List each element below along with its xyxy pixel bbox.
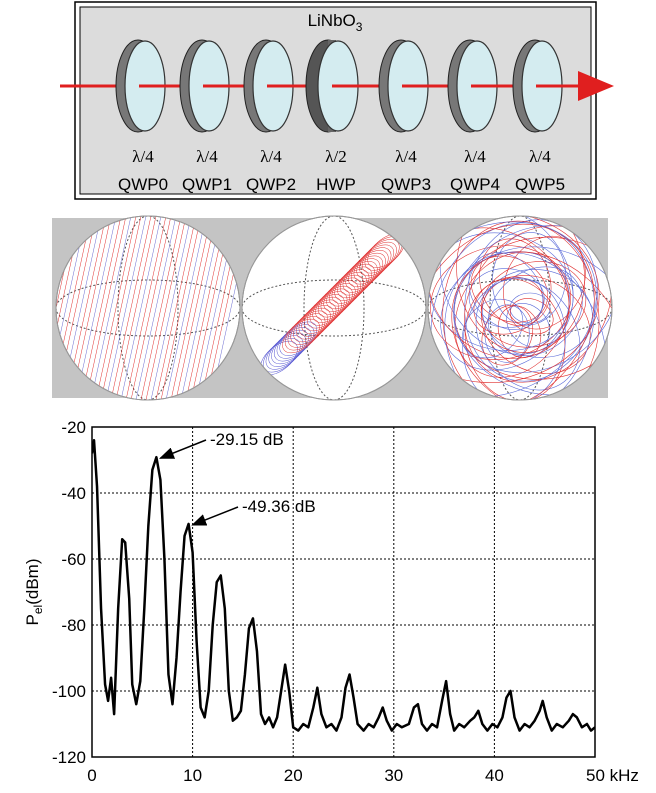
trace <box>487 266 583 357</box>
trace <box>100 216 142 400</box>
plot-frame <box>91 426 596 758</box>
trace <box>150 216 192 400</box>
trace <box>85 216 127 400</box>
y-axis-label: Pel(dBm) <box>23 559 45 626</box>
trace <box>160 216 202 400</box>
trace <box>453 246 612 396</box>
sphere-edge <box>55 215 241 401</box>
trace <box>480 275 591 374</box>
trace <box>80 216 122 400</box>
trace <box>475 278 581 391</box>
plate-name: QWP5 <box>515 175 565 194</box>
plate-fraction: λ/4 <box>395 147 417 166</box>
plate-fraction: λ/4 <box>196 147 218 166</box>
x-tick-label: 0 <box>87 766 96 785</box>
plate-name: HWP <box>316 175 356 194</box>
trace <box>430 222 595 400</box>
annotation-arrow <box>191 506 239 526</box>
plate-fraction: λ/4 <box>529 147 551 166</box>
sphere-edge <box>427 215 613 401</box>
trace <box>140 216 182 400</box>
y-tick-label: -80 <box>61 616 86 635</box>
trace <box>95 216 137 400</box>
label-sub: 3 <box>356 20 363 34</box>
annotation-label: -29.15 dB <box>210 430 284 449</box>
y-tick-label: -100 <box>52 682 86 701</box>
x-tick-label: 30 <box>384 766 403 785</box>
trace <box>105 216 147 400</box>
x-tick-label: 10 <box>183 766 202 785</box>
plate-fraction: λ/2 <box>325 147 346 166</box>
trace <box>428 216 600 383</box>
trace <box>155 216 197 400</box>
trace <box>130 216 172 400</box>
label-main: LiNbO <box>308 11 356 30</box>
trace <box>492 232 567 326</box>
sphere-grid <box>242 279 426 337</box>
trace <box>470 255 548 323</box>
crystal-label: LiNbO3 <box>308 11 363 34</box>
plate-fraction: λ/4 <box>132 147 154 166</box>
trace <box>165 216 207 400</box>
plates: λ/4 QWP0 λ/4 QWP1 λ/4 QWP2 λ/2 HWP λ/4 QWP3 λ/4 QWP… <box>60 39 614 194</box>
trace <box>509 292 551 324</box>
trace <box>56 216 57 400</box>
trace <box>125 216 167 400</box>
chart: -120 -100 -80 -60 -40 -20 0 10 20 30 40 50 kHz -29.1… <box>52 418 639 785</box>
plate-name: QWP1 <box>182 175 232 194</box>
trace <box>110 216 152 400</box>
plate-fraction: λ/4 <box>464 147 486 166</box>
trace <box>175 216 217 400</box>
trace <box>464 278 566 400</box>
y-label-main: P <box>23 614 42 625</box>
plate-name: QWP4 <box>450 175 500 194</box>
y-tick-label: -60 <box>61 550 86 569</box>
trace <box>456 216 585 353</box>
trace <box>180 216 222 400</box>
trace <box>170 216 212 400</box>
plate-name: QWP0 <box>118 175 168 194</box>
trace <box>442 220 600 400</box>
sphere <box>427 215 613 401</box>
trace <box>120 216 162 400</box>
trace <box>90 216 132 400</box>
trace <box>115 216 157 400</box>
trace <box>135 216 177 400</box>
sphere-grid <box>428 279 612 337</box>
trace <box>145 216 187 400</box>
trace <box>480 261 587 348</box>
spheres <box>55 215 613 401</box>
sphere-grid <box>117 216 179 400</box>
y-tick-label: -20 <box>61 418 86 437</box>
plate-name: QWP2 <box>246 175 296 194</box>
x-tick-label: 50 kHz <box>586 766 639 785</box>
plate-fraction: λ/4 <box>260 147 282 166</box>
trace <box>75 216 117 400</box>
trace <box>481 305 534 366</box>
trace <box>468 252 544 330</box>
y-label-unit: (dBm) <box>23 559 42 605</box>
x-tick-label: 20 <box>284 766 303 785</box>
plate-name: QWP3 <box>381 175 431 194</box>
y-label-sub: el <box>31 605 45 614</box>
y-tick-label: -40 <box>61 484 86 503</box>
sphere-grid <box>303 216 365 400</box>
sphere-traces <box>428 216 612 400</box>
spectrum-line <box>92 438 595 732</box>
sphere <box>55 215 241 401</box>
trace <box>462 277 566 400</box>
trace <box>462 298 524 359</box>
x-tick-label: 40 <box>485 766 504 785</box>
trace <box>479 238 552 327</box>
trace <box>430 245 572 360</box>
sphere-grid <box>56 279 240 337</box>
annotation-label: -49.36 dB <box>242 497 316 516</box>
sphere-edge <box>241 215 427 401</box>
y-tick-label: -120 <box>52 748 86 767</box>
annotation-arrow <box>158 439 207 459</box>
